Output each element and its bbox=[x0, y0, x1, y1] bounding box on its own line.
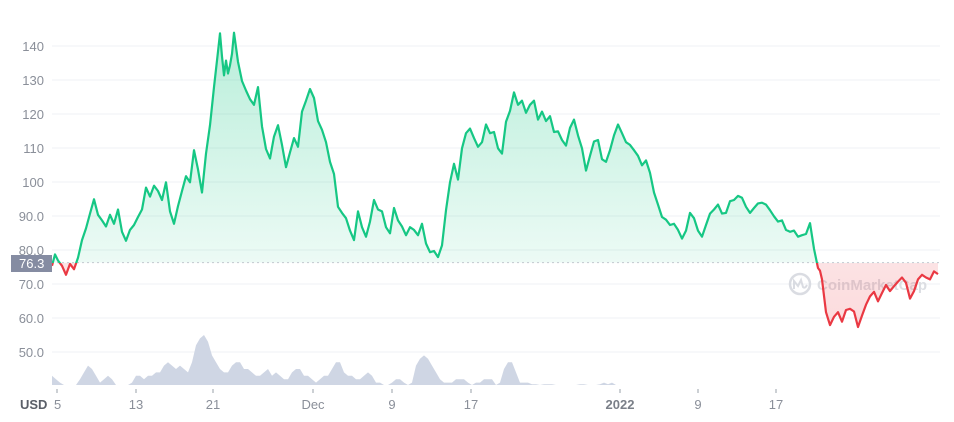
price-area-up bbox=[52, 32, 938, 263]
x-axis-ticks: 5 13 21 Dec 9 17 2022 9 17 bbox=[54, 389, 783, 412]
y-tick-label: 100 bbox=[22, 175, 44, 190]
current-price-label: 76.3 bbox=[11, 255, 52, 272]
x-tick-label: 13 bbox=[129, 397, 143, 412]
x-tick-label: 2022 bbox=[606, 397, 635, 412]
x-tick-label: 21 bbox=[206, 397, 220, 412]
x-tick-label: 17 bbox=[769, 397, 783, 412]
price-line-up bbox=[51, 31, 819, 263]
y-tick-label: 140 bbox=[22, 39, 44, 54]
x-tick-label: 17 bbox=[464, 397, 478, 412]
price-label-value: 76.3 bbox=[19, 256, 44, 271]
x-tick-label: 9 bbox=[388, 397, 395, 412]
x-tick-label: 5 bbox=[54, 397, 61, 412]
x-tick-label: 9 bbox=[694, 397, 701, 412]
volume-area bbox=[52, 335, 940, 385]
y-tick-label: 130 bbox=[22, 73, 44, 88]
currency-label: USD bbox=[20, 397, 47, 412]
y-tick-label: 60.0 bbox=[19, 311, 44, 326]
y-tick-label: 50.0 bbox=[19, 345, 44, 360]
y-tick-label: 120 bbox=[22, 107, 44, 122]
y-tick-label: 70.0 bbox=[19, 277, 44, 292]
coinmarketcap-logo-icon bbox=[788, 272, 812, 296]
price-area-down bbox=[52, 263, 938, 327]
y-axis-ticks: 140 130 120 110 100 90.0 80.0 70.0 60.0 50.0 bbox=[19, 39, 44, 360]
y-tick-label: 90.0 bbox=[19, 209, 44, 224]
x-tick-label: Dec bbox=[301, 397, 325, 412]
y-tick-label: 110 bbox=[23, 141, 44, 156]
price-label-bg bbox=[11, 255, 52, 272]
y-tick-label: 80.0 bbox=[19, 243, 44, 258]
